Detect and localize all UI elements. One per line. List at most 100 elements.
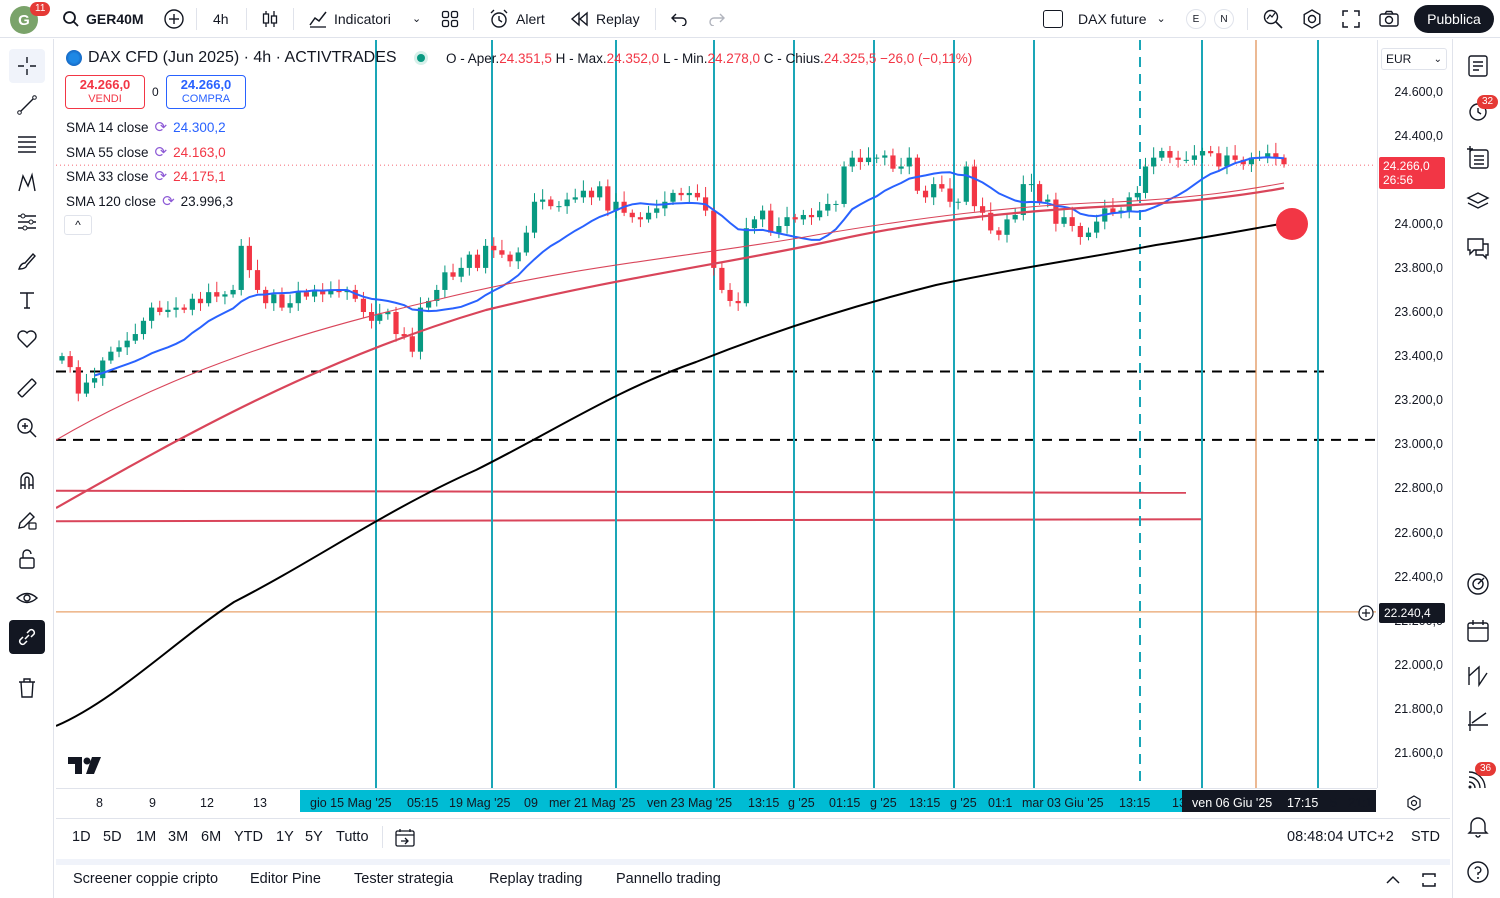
lock-drawings-tool[interactable] bbox=[9, 542, 45, 576]
price-tick: 24.400,0 bbox=[1394, 128, 1443, 143]
publish-button[interactable]: Pubblica bbox=[1414, 5, 1494, 33]
redo-button[interactable] bbox=[708, 0, 726, 38]
sma-14-legend[interactable]: SMA 14 close ⟳ 24.300,2 bbox=[66, 118, 226, 136]
candle-body bbox=[947, 188, 953, 202]
link-tool[interactable] bbox=[9, 620, 45, 654]
tab-replay-trading[interactable]: Replay trading bbox=[489, 871, 583, 887]
time-axis[interactable]: 8 9 12 13 gio 15 Mag '25 05:15 19 Mag '2… bbox=[56, 788, 1377, 816]
range-1y[interactable]: 1Y bbox=[276, 829, 294, 845]
candle-body bbox=[800, 214, 806, 220]
prediction-tool[interactable] bbox=[9, 205, 45, 239]
collapse-legend-button[interactable]: ^ bbox=[64, 215, 92, 235]
buy-button[interactable]: 24.266,0 COMPRA bbox=[166, 75, 246, 109]
indicators-button[interactable]: Indicatori bbox=[308, 0, 391, 38]
fib-tool[interactable] bbox=[9, 127, 45, 161]
tab-crypto-screener[interactable]: Screener coppie cripto bbox=[73, 871, 219, 887]
indicators-dropdown[interactable]: ⌄ bbox=[412, 0, 421, 38]
goto-date-button[interactable] bbox=[394, 827, 416, 852]
compare-symbol-button[interactable] bbox=[163, 0, 185, 38]
brush-tool[interactable] bbox=[9, 244, 45, 278]
range-3m[interactable]: 3M bbox=[168, 829, 189, 845]
magnet-tool[interactable] bbox=[9, 464, 45, 498]
clock[interactable]: 08:48:04 UTC+2 bbox=[1287, 829, 1394, 845]
candle-body bbox=[629, 212, 635, 218]
pattern-tool[interactable] bbox=[9, 166, 45, 200]
stay-in-drawing-tool[interactable] bbox=[9, 503, 45, 537]
tab-trading-panel[interactable]: Pannello trading bbox=[616, 871, 721, 887]
remove-drawings-tool[interactable] bbox=[9, 671, 45, 705]
toggle-n-button[interactable]: N bbox=[1214, 0, 1234, 38]
snapshot-button[interactable] bbox=[1378, 0, 1400, 38]
candle-body bbox=[865, 157, 872, 163]
range-1m[interactable]: 1M bbox=[136, 829, 157, 845]
fullscreen-button[interactable] bbox=[1341, 0, 1361, 38]
trendline-tool[interactable] bbox=[9, 88, 45, 122]
range-ytd[interactable]: YTD bbox=[234, 829, 263, 845]
add-alert-button[interactable] bbox=[1356, 604, 1376, 622]
time-tick: 13 bbox=[1172, 796, 1186, 810]
calendar-button[interactable] bbox=[1463, 616, 1493, 646]
sma-33-legend[interactable]: SMA 33 close ⟳ 24.175,1 bbox=[66, 167, 226, 185]
session-label[interactable]: STD bbox=[1411, 829, 1440, 845]
maximize-panel-button[interactable] bbox=[1420, 871, 1438, 892]
text-tool[interactable] bbox=[9, 283, 45, 317]
range-6m[interactable]: 6M bbox=[201, 829, 222, 845]
candle-body bbox=[784, 217, 790, 227]
pattern-scanner-button[interactable] bbox=[1463, 661, 1493, 691]
layouts-button[interactable] bbox=[441, 0, 459, 38]
alert-button[interactable]: Alert bbox=[488, 0, 545, 38]
crosshair-tool[interactable] bbox=[9, 49, 45, 83]
crosshair-icon bbox=[18, 57, 36, 75]
symbol-legend[interactable]: DAX CFD (Jun 2025) · 4h · ACTIVTRADES bbox=[66, 49, 425, 67]
ruler-icon bbox=[17, 378, 37, 398]
chart-pane[interactable] bbox=[56, 40, 1376, 788]
axis-settings-button[interactable] bbox=[1404, 794, 1424, 812]
candle-body bbox=[507, 254, 513, 262]
settings-button[interactable] bbox=[1301, 0, 1323, 38]
compare-symbol-select[interactable]: DAX future ⌄ bbox=[1078, 0, 1166, 38]
sma-55-legend[interactable]: SMA 55 close ⟳ 24.163,0 bbox=[66, 143, 226, 161]
undo-button[interactable] bbox=[670, 0, 688, 38]
object-tree-button[interactable] bbox=[1463, 187, 1493, 217]
watchlist-button[interactable] bbox=[1463, 51, 1493, 81]
data-window-button[interactable] bbox=[1463, 143, 1493, 173]
price-axis[interactable]: EUR ⌄ 24.600,024.400,024.200,024.000,023… bbox=[1377, 40, 1451, 788]
alerts-badge: 32 bbox=[1477, 95, 1499, 109]
help-button[interactable] bbox=[1463, 857, 1493, 887]
sell-button[interactable]: 24.266,0 VENDI bbox=[65, 75, 145, 109]
trading-view-tools-button[interactable] bbox=[1463, 706, 1493, 736]
expand-panel-button[interactable] bbox=[1384, 871, 1402, 892]
sma-label: SMA 120 close bbox=[66, 193, 157, 209]
sma-value: 23.996,3 bbox=[180, 193, 234, 209]
candle-body bbox=[474, 254, 481, 268]
candle-body bbox=[580, 190, 586, 198]
replay-button[interactable]: Replay bbox=[570, 0, 640, 38]
chart-type-button[interactable] bbox=[260, 0, 280, 38]
currency-select[interactable]: EUR ⌄ bbox=[1381, 48, 1447, 70]
range-all[interactable]: Tutto bbox=[336, 829, 369, 845]
interval-button[interactable]: 4h bbox=[213, 0, 229, 38]
news-stream-button[interactable] bbox=[1463, 764, 1493, 794]
tab-pine-editor[interactable]: Editor Pine bbox=[250, 871, 321, 887]
icons-tool[interactable] bbox=[9, 322, 45, 356]
notifications-button[interactable] bbox=[1463, 811, 1493, 841]
rewind-icon bbox=[570, 11, 588, 27]
chats-button[interactable] bbox=[1463, 233, 1493, 263]
hide-drawings-tool[interactable] bbox=[9, 581, 45, 615]
range-5y[interactable]: 5Y bbox=[305, 829, 323, 845]
measure-tool[interactable] bbox=[9, 371, 45, 405]
toggle-e-button[interactable]: E bbox=[1186, 0, 1206, 38]
change-value: −26,0 (−0,11%) bbox=[880, 51, 973, 66]
tab-strategy-tester[interactable]: Tester strategia bbox=[354, 871, 454, 887]
quick-search-button[interactable] bbox=[1262, 0, 1284, 38]
sma-120-legend[interactable]: SMA 120 close ⟳ 23.996,3 bbox=[66, 192, 233, 210]
compare-checkbox[interactable] bbox=[1043, 0, 1063, 38]
candle-body bbox=[1167, 151, 1173, 158]
symbol-search-button[interactable]: GER40M bbox=[62, 0, 144, 38]
candle-body bbox=[116, 347, 122, 352]
ideas-stream-button[interactable] bbox=[1463, 569, 1493, 599]
zoom-tool[interactable] bbox=[9, 411, 45, 445]
tradingview-logo[interactable] bbox=[68, 757, 102, 781]
range-5d[interactable]: 5D bbox=[103, 829, 122, 845]
range-1d[interactable]: 1D bbox=[72, 829, 91, 845]
